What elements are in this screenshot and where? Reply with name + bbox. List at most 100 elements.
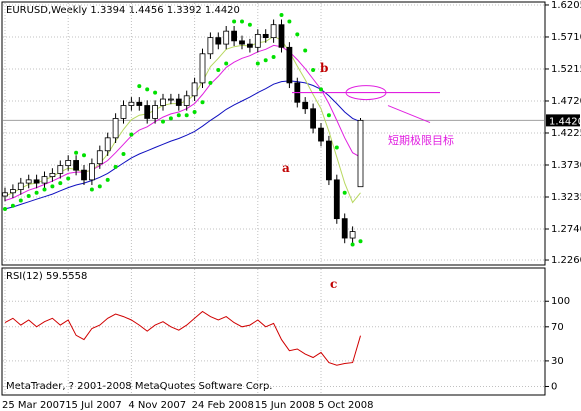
sar-dot [10,203,15,208]
rsi-panel [1,267,546,396]
annotation: b [320,61,328,75]
y-tick-label: 0 [551,381,557,392]
candle-body [286,46,293,84]
y-tick-label: 1.5215 [551,64,581,75]
candle-body [183,95,190,106]
rsi-line [4,310,361,366]
candle-body [112,118,119,139]
sar-dot [97,184,102,189]
x-tick-label: 5 Oct 2008 [318,400,373,411]
sar-dot [271,55,276,60]
y-tick-label: 1.4720 [551,96,581,107]
candle-body [199,53,206,84]
sar-dot [326,113,331,118]
sar-dot [113,164,118,169]
candle-body [96,150,103,165]
y-tick-label: 30 [551,356,564,367]
y-tick-label: 1.4225 [551,128,581,139]
sar-dot [66,176,71,181]
sar-dot [295,32,300,37]
price-panel [1,1,546,266]
x-tick-label: 25 Mar 2007 [2,400,65,411]
y-tick-label: 1.3235 [551,192,581,203]
candle-body [278,24,285,48]
candle-body [57,165,64,174]
annotation: a [282,161,290,175]
candle-body [262,33,269,39]
y-tick-label: 100 [551,296,570,307]
sar-dot [82,153,86,158]
target-ellipse [345,85,387,101]
candle-body [254,33,261,48]
x-tick-label: 15 Jun 2008 [255,400,315,411]
candle-body [49,172,56,178]
sar-dot [279,12,284,17]
candle-body [325,140,332,181]
candle-body [104,137,111,152]
sar-dot [287,19,292,24]
candle-body [81,169,87,181]
candle-body [33,179,40,184]
sar-dot [26,194,31,199]
sar-dot [58,181,63,186]
candle-body [65,160,72,167]
sar-dot [232,19,237,24]
candle-body [120,105,127,119]
y-tick-label: 1.3730 [551,160,581,171]
sar-dot [161,119,165,124]
last-price-label: 1.4420 [549,116,581,127]
sar-dot [311,67,316,72]
candle-body [223,30,230,45]
footer: MetaTrader, ? 2001-2008 MetaQuotes Softw… [6,381,272,392]
y-tick-label: 1.2740 [551,224,581,235]
annotation: c [330,277,337,291]
sar-dot [74,150,79,155]
candle-body [25,179,32,184]
candle-body [160,98,166,106]
sar-dot [176,113,181,118]
candle-body [191,82,198,97]
sar-dot [18,198,23,203]
candle-body [41,176,48,184]
candle-body [175,98,182,106]
candle-body [357,119,364,188]
sar-dot [208,80,213,85]
candle-body [167,98,174,101]
sar-dot [240,19,244,24]
last-price-box [546,114,580,127]
price-title: EURUSD,Weekly 1.3394 1.4456 1.3392 1.442… [6,5,240,16]
sar-dot [153,90,158,95]
sar-dot [192,109,197,114]
candle-body [128,101,135,106]
candle-body [349,231,356,239]
pointer-line [387,105,431,124]
x-tick-label: 15 Jul 2007 [65,400,122,411]
sar-dot [216,67,221,72]
rsi-title: RSI(12) 59.5558 [6,271,87,282]
sar-dot [105,177,110,182]
moving-average [4,35,361,204]
sar-dot [3,206,7,211]
sar-dot [224,61,229,66]
candle-body [152,105,159,119]
candle-body [73,160,79,171]
x-tick-label: 4 Nov 2007 [128,400,186,411]
candle-body [144,105,151,119]
sar-dot [137,84,142,89]
candle-body [270,24,277,39]
x-tick-label: 24 Feb 2008 [192,400,254,411]
sar-dot [334,145,339,150]
candle-body [239,40,245,45]
candle-body [318,127,324,142]
candle-body [9,189,16,194]
candle-body [231,30,238,42]
candle-body [17,182,24,190]
sar-dot [184,113,189,118]
sar-dot [303,48,308,53]
candle-body [302,101,309,110]
candle-body [246,43,253,48]
sar-dot [358,239,363,244]
sar-dot [342,190,347,195]
